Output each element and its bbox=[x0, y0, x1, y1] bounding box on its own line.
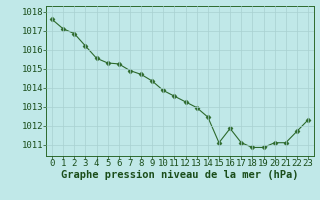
X-axis label: Graphe pression niveau de la mer (hPa): Graphe pression niveau de la mer (hPa) bbox=[61, 170, 299, 180]
